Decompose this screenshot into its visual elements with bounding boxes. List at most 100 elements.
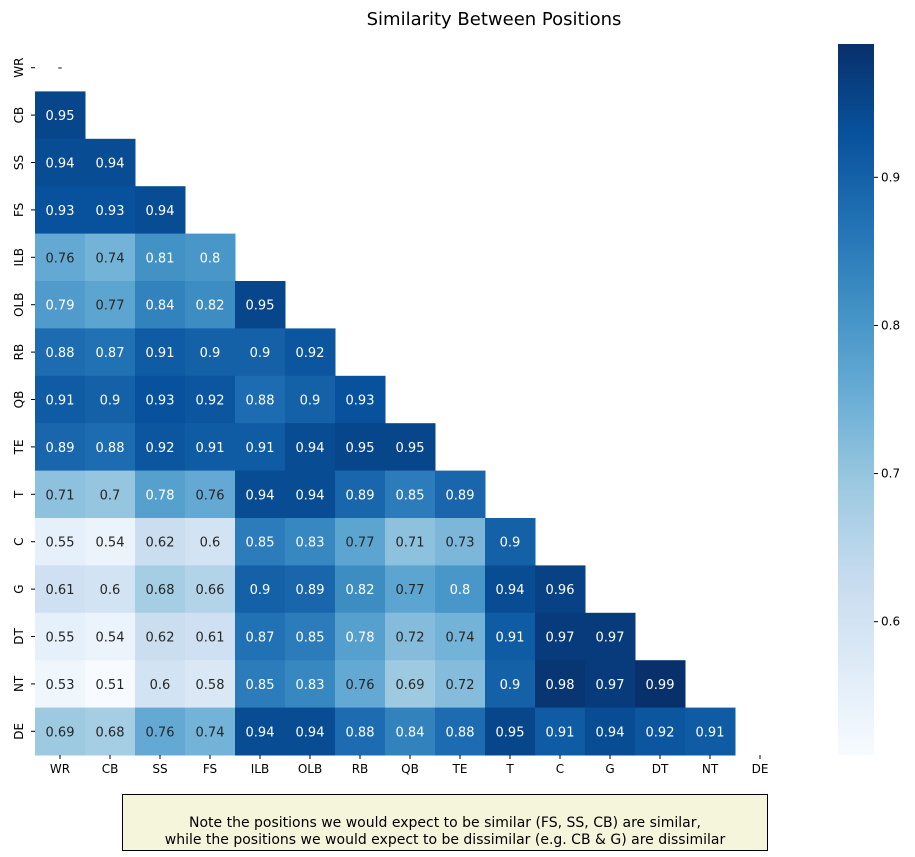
x-tick-label: NT: [702, 762, 719, 776]
cell-value-label: 0.89: [346, 488, 375, 503]
heatmap-cell-c-ss: [135, 518, 186, 566]
heatmap-cell-nt-te: [435, 660, 486, 709]
heatmap-cell-c-ilb: [235, 518, 286, 566]
cell-value-label: 0.88: [246, 394, 275, 409]
cell-value-label: 0.92: [296, 346, 325, 361]
heatmap-cell-rb-wr: [35, 328, 86, 377]
cell-value-label: 0.77: [346, 536, 375, 551]
chart-title: Similarity Between Positions: [367, 9, 622, 30]
cell-value-label: 0.9: [500, 678, 521, 693]
heatmap-cell-dt-t: [485, 612, 536, 661]
heatmap-cell-rb-cb: [85, 328, 136, 377]
colorbar-tick-label: 0.7: [881, 467, 900, 481]
x-tick-label: G: [605, 762, 614, 776]
heatmap-cell-nt-t: [485, 660, 536, 709]
cell-value-label: 0.84: [146, 299, 175, 314]
y-tick-label: WR: [12, 58, 26, 78]
cell-value-label: 0.91: [496, 631, 525, 646]
heatmap-cell-nt-g: [585, 660, 636, 709]
cell-value-label: 0.88: [346, 725, 375, 740]
heatmap-cell-de-dt: [635, 707, 686, 756]
heatmap-cell-nt-ss: [135, 660, 186, 709]
cell-value-label: 0.68: [146, 583, 175, 598]
cell-value-label: 0.8: [450, 583, 471, 598]
heatmap-cell-de-olb: [285, 707, 336, 756]
cell-value-label: 0.95: [346, 441, 375, 456]
heatmap-cell-de-ilb: [235, 707, 286, 756]
heatmap-cell-olb-ilb: [235, 281, 286, 329]
heatmap-cell-dt-wr: [35, 612, 86, 661]
heatmap-cell-t-ss: [135, 470, 186, 519]
cell-value-label: 0.76: [346, 678, 375, 693]
y-tick-label: CB: [12, 107, 26, 124]
cell-value-label: 0.66: [196, 583, 225, 598]
y-axis-ticks: WR CB SS FS ILB OLB RB QB TE T C G DT NT DE: [12, 58, 35, 740]
cell-value-label: 0.91: [246, 441, 275, 456]
cell-value-label: 0.74: [196, 725, 225, 740]
cell-value-label: 0.77: [96, 299, 125, 314]
heatmap-cell-g-cb: [85, 565, 136, 614]
heatmap-cell-fs-wr: [35, 186, 86, 235]
heatmap-cell-dt-c: [535, 612, 586, 661]
heatmap-cell-de-c: [535, 707, 586, 756]
heatmap-cell-te-fs: [185, 423, 236, 472]
heatmap-cell-qb-ss: [135, 375, 186, 424]
heatmap-cell-t-qb: [385, 470, 436, 519]
x-tick-label: T: [505, 762, 514, 776]
heatmap-cell-nt-fs: [185, 660, 236, 709]
heatmap-cell-nt-dt: [635, 660, 686, 709]
heatmap-cell-te-cb: [85, 423, 136, 472]
x-tick-label: WR: [50, 762, 70, 776]
heatmap-cell-rb-fs: [185, 328, 236, 377]
cell-value-label: 0.83: [296, 536, 325, 551]
cell-value-label: 0.94: [296, 441, 325, 456]
x-tick-label: DE: [752, 762, 769, 776]
heatmap-cell-de-qb: [385, 707, 436, 756]
note-line-1: Note the positions we would expect to be…: [189, 815, 701, 831]
cell-value-label: 0.8: [200, 251, 221, 266]
cell-value-label: 0.91: [546, 725, 575, 740]
cell-value-label: 0.94: [596, 725, 625, 740]
heatmap-cell-c-fs: [185, 518, 236, 566]
heatmap-cell-dt-fs: [185, 612, 236, 661]
cell-value-label: 0.83: [296, 678, 325, 693]
cell-value-label: 0.71: [396, 536, 425, 551]
heatmap-cell-nt-c: [535, 660, 586, 709]
heatmap-cell-ss-cb: [85, 138, 136, 187]
cell-value-label: 0.94: [496, 583, 525, 598]
cell-value-label: 0.62: [146, 536, 175, 551]
cell-value-label: 0.82: [196, 299, 225, 314]
cell-value-label: 0.55: [46, 536, 75, 551]
heatmap-cell-nt-wr: [35, 660, 86, 709]
cell-value-label: 0.91: [196, 441, 225, 456]
heatmap-cell-fs-cb: [85, 186, 136, 235]
y-tick-label: T: [12, 490, 26, 499]
heatmap-cell-ilb-fs: [185, 233, 236, 282]
cell-value-label: 0.97: [546, 631, 575, 646]
cell-value-label: 0.9: [500, 536, 521, 551]
cell-value-label: 0.89: [446, 488, 475, 503]
empty-diagonal-marker: -: [58, 61, 63, 76]
cell-value-label: 0.93: [146, 394, 175, 409]
heatmap-cell-olb-fs: [185, 281, 236, 329]
heatmap-cell-g-qb: [385, 565, 436, 614]
heatmap-cell-t-te: [435, 470, 486, 519]
heatmap-cell-t-wr: [35, 470, 86, 519]
y-tick-label: OLB: [12, 293, 26, 317]
heatmap-cell-nt-qb: [385, 660, 436, 709]
cell-value-label: 0.51: [96, 678, 125, 693]
cell-value-label: 0.69: [396, 678, 425, 693]
heatmap-cell-g-olb: [285, 565, 336, 614]
cell-value-label: 0.71: [46, 488, 75, 503]
cell-value-label: 0.9: [250, 346, 271, 361]
cell-value-label: 0.95: [46, 109, 75, 124]
cell-value-label: 0.73: [446, 536, 475, 551]
cell-value-label: 0.94: [96, 157, 125, 172]
cell-value-label: 0.54: [96, 631, 125, 646]
x-tick-label: FS: [203, 762, 217, 776]
cell-value-label: 0.94: [296, 725, 325, 740]
heatmap-cell-te-qb: [385, 423, 436, 472]
cell-value-label: 0.72: [446, 678, 475, 693]
x-tick-label: CB: [102, 762, 119, 776]
heatmap-cell-qb-ilb: [235, 375, 286, 424]
